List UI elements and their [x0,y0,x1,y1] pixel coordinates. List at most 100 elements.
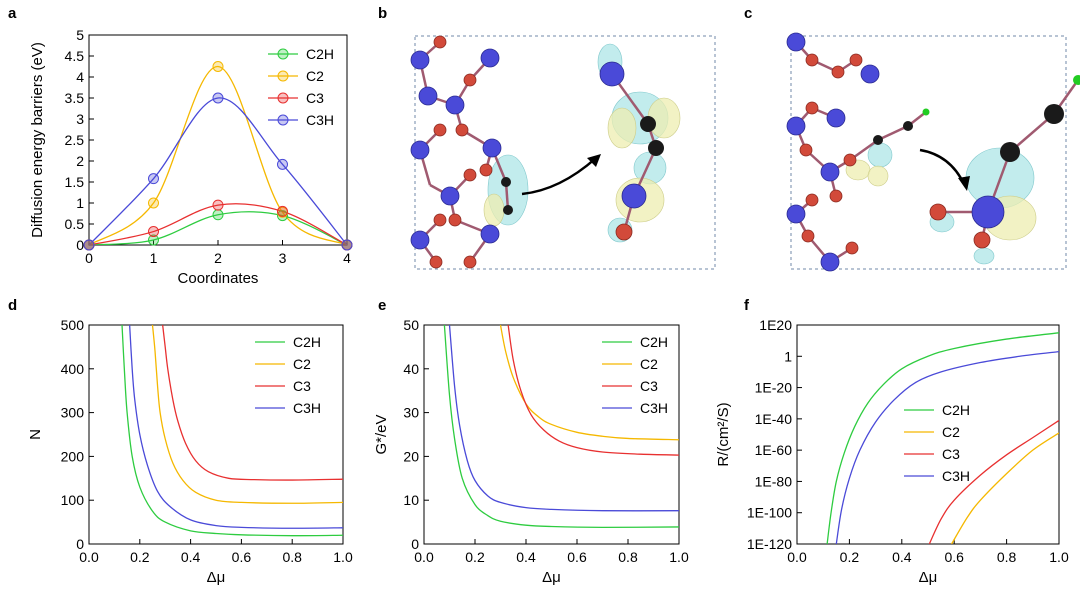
series-line-C2H [826,332,1059,544]
data-point-C2 [148,197,159,209]
atom-red [479,163,493,177]
y-tick-label: 5 [76,27,84,43]
data-point-C3H [212,92,224,104]
y-tick-label: 1E-100 [747,505,792,521]
series-line-C2 [951,432,1059,544]
plot-frame [423,324,680,545]
atom-blue [480,224,500,244]
x-tick-label: 0.0 [79,549,99,565]
legend-label-C2: C2 [306,68,324,84]
data-point-C2H [277,210,288,222]
y-tick-label: 10 [403,492,419,508]
atom-black [1000,142,1020,162]
series-group [89,65,347,245]
atom-blue [599,61,625,87]
x-tick-label: 0.8 [997,549,1017,565]
atom-black [640,116,656,132]
legend-marker-C2 [277,70,289,82]
data-point-C2 [212,61,224,72]
series-group [826,332,1059,544]
legend-label-C3: C3 [293,378,311,394]
data-point-C3 [212,199,224,211]
legend-label-C2: C2 [293,356,311,372]
atom-red [805,101,819,115]
atom-red [799,143,813,157]
legend-label-C3H: C3H [306,112,334,128]
series-line-C3 [162,325,343,481]
atom-red [973,231,991,249]
y-tick-label: 3.5 [65,90,85,106]
chart-panel-a: 0 1 2 3 4 0 0.5 1 1.5 2 2.5 3 3.5 4 4.5 5 Coordinates Dif… [29,27,353,287]
data-point-C2H [148,234,159,246]
atom-red [455,123,469,137]
legend-marker-C2H [277,48,289,60]
isosurface-yellow [867,165,889,187]
panel-b-frame [414,35,716,270]
atom-black [648,140,664,156]
isosurface-yellow [607,107,637,149]
series-line-C2H [89,211,347,245]
legend-marker-C3 [277,92,289,104]
legend-label-C2: C2 [640,356,658,372]
atom-black [873,135,883,145]
atom-black [1044,104,1064,124]
legend-label-C2H: C2H [306,46,334,62]
x-tick-label: 0.4 [892,549,912,565]
atom-black [501,177,511,187]
atom-red [615,223,633,241]
y-tick-label: 1 [784,348,792,364]
y-tick-label: 400 [61,361,85,377]
y-tick-label: 0 [411,536,419,552]
panel-label-e: e [378,297,386,314]
legend: C2H C2 C3 C3H [255,334,321,416]
y-tick-label: 4.5 [65,48,85,64]
legend-marker-C3H [277,114,289,126]
atom-red [448,213,462,227]
x-tick-label: 4 [343,250,351,266]
series-line-C3 [507,325,679,456]
atom-red [801,229,815,243]
legend-label-C3H: C3H [640,400,668,416]
chart-panel-f: 0.0 0.2 0.4 0.6 0.8 1.0 1E-120 1E-100 1E-80 1E-60… [715,317,1069,586]
x-tick-label: 0.6 [944,549,964,565]
series-line-C3 [928,419,1059,544]
x-tick-label: 2 [214,250,222,266]
isosurface-yellow [483,193,505,227]
y-axis-label: N [27,429,44,440]
x-axis-label: Coordinates [178,270,259,287]
legend-label-C3: C3 [640,378,658,394]
atom-red [463,168,477,182]
atom-red [845,241,859,255]
y-tick-label: 2 [76,153,84,169]
atom-blue [786,32,806,52]
series-line-C2 [499,325,679,441]
plot-frame [88,324,344,545]
atom-blue [820,162,840,182]
y-axis-label: R/(cm²/S) [715,402,732,466]
panel-label-c: c [744,5,752,22]
series-group [443,325,679,529]
x-tick-label: 0.2 [465,549,485,565]
y-tick-label: 1E-80 [755,473,793,489]
series-line-C3H [835,350,1059,544]
data-point-C3 [277,205,288,217]
atom-red [805,53,819,67]
y-tick-label: 500 [61,317,85,333]
data-point-C3 [148,226,159,238]
atom-red [429,255,443,269]
legend-label-C2H: C2H [293,334,321,350]
atom-blue [445,95,465,115]
series-line-C2 [89,65,347,245]
x-tick-label: 0.6 [232,549,252,565]
atom-red [433,123,447,137]
legend-label-C2: C2 [942,424,960,440]
series-group [121,325,343,537]
atom-green [1073,75,1080,85]
y-tick-label: 1E-20 [755,380,793,396]
panel-b-lattice [410,35,664,269]
panel-c-frame [790,35,1067,270]
series-line-C2H [443,325,679,529]
y-tick-label: 0 [76,237,84,253]
atom-red [929,203,947,221]
